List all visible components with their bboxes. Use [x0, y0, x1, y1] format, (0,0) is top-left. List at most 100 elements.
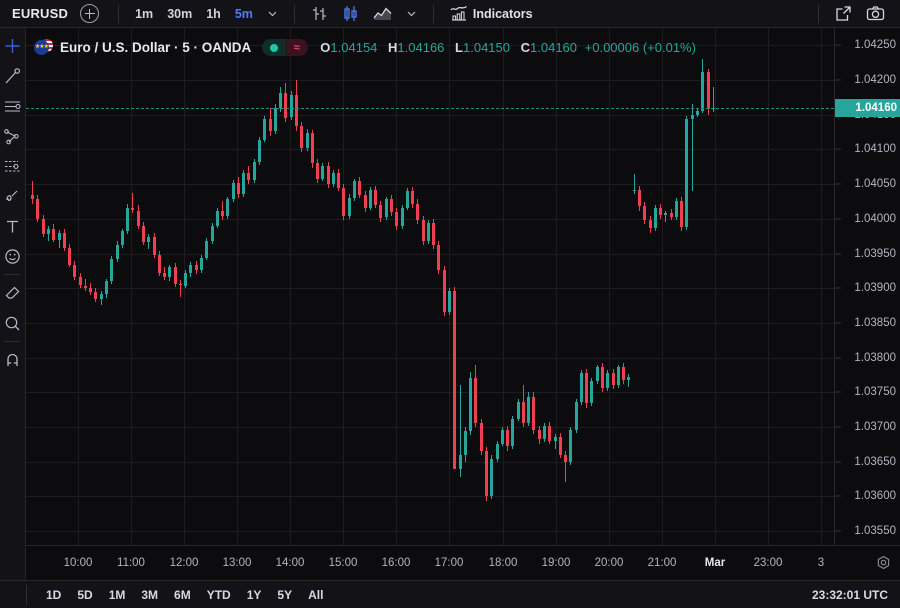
- range-button-all[interactable]: All: [308, 587, 324, 602]
- range-button-ytd[interactable]: YTD: [206, 587, 231, 602]
- grid-line-vertical: [131, 28, 132, 545]
- range-button-1m[interactable]: 1M: [108, 587, 126, 602]
- pitchfork-icon[interactable]: [0, 121, 26, 151]
- chart-legend: ★★★ Euro / U.S. Dollar · 5 · OANDA ≈ O1.…: [34, 38, 696, 57]
- time-tick-label: 14:00: [275, 557, 305, 569]
- grid-line-horizontal: [26, 322, 834, 324]
- grid-line-vertical: [503, 28, 504, 545]
- time-tick-label: 11:00: [117, 557, 145, 569]
- time-tick-label: Mar: [704, 557, 726, 569]
- add-symbol-icon[interactable]: [80, 4, 100, 23]
- candlestick-icon[interactable]: [335, 5, 366, 22]
- price-axis[interactable]: 1.042501.042001.041501.041001.040501.040…: [834, 28, 900, 580]
- camera-icon[interactable]: [859, 5, 892, 22]
- text-icon[interactable]: [0, 211, 26, 241]
- sidebar-divider: [4, 341, 21, 342]
- timeframe-1h[interactable]: 1h: [206, 6, 221, 21]
- chart-container[interactable]: ★★★ Euro / U.S. Dollar · 5 · OANDA ≈ O1.…: [26, 28, 900, 580]
- measure-icon[interactable]: [0, 308, 26, 338]
- candlestick-pane[interactable]: [26, 28, 834, 545]
- indicators-label: Indicators: [472, 6, 533, 21]
- toolbar-divider: [118, 4, 120, 23]
- grid-line-horizontal: [26, 496, 834, 498]
- chevron-down-icon[interactable]: [260, 8, 285, 19]
- chart-type-chevron-down-icon[interactable]: [399, 8, 424, 19]
- sidebar-divider: [4, 274, 21, 275]
- price-tick-label: 1.03750: [854, 386, 896, 399]
- top-toolbar: EURUSD 1m 30m 1h 5m: [0, 0, 900, 28]
- current-price-badge[interactable]: 1.04160: [835, 98, 900, 117]
- toolbar-divider: [432, 4, 434, 23]
- eraser-icon[interactable]: [0, 278, 26, 308]
- time-axis[interactable]: 10:00 11:00 12:00 13:00 14:00 15:00 16:00 17:00…: [26, 545, 900, 580]
- price-tick-dash: [835, 530, 841, 532]
- magnet-icon[interactable]: [0, 345, 26, 375]
- price-tick-label: 1.03850: [854, 316, 896, 329]
- grid-line-horizontal: [26, 149, 834, 151]
- range-button-5d[interactable]: 5D: [77, 587, 93, 602]
- price-tick-label: 1.04250: [854, 39, 896, 52]
- grid-line-horizontal: [26, 80, 834, 81]
- toolbar-divider: [818, 4, 819, 23]
- low-label: L: [455, 40, 463, 55]
- grid-line-horizontal: [26, 253, 834, 255]
- grid-line-vertical: [343, 28, 344, 545]
- price-tick-dash: [835, 183, 841, 185]
- range-button-5y[interactable]: 5Y: [277, 587, 293, 602]
- time-tick-label: 23:00: [753, 557, 783, 569]
- time-tick-label: 19:00: [541, 557, 571, 569]
- emoji-icon[interactable]: [0, 241, 26, 271]
- price-tick-dash: [835, 287, 841, 289]
- grid-line-horizontal: [26, 392, 834, 394]
- price-tick-dash: [835, 322, 841, 324]
- time-tick-label: 15:00: [328, 557, 358, 569]
- grid-line-horizontal: [26, 218, 834, 220]
- price-tick-label: 1.03600: [854, 490, 896, 503]
- price-tick-dash: [835, 357, 841, 359]
- area-icon[interactable]: [366, 5, 399, 22]
- grid-line-vertical: [715, 28, 716, 545]
- price-tick-dash: [835, 426, 841, 428]
- symbol-button[interactable]: EURUSD: [12, 6, 69, 21]
- open-value: 1.04154: [330, 40, 378, 55]
- brush-icon[interactable]: [0, 181, 26, 211]
- high-value: 1.04166: [397, 40, 445, 55]
- price-tick-label: 1.03700: [854, 421, 896, 433]
- range-button-6m[interactable]: 6M: [174, 587, 191, 602]
- grid-line-vertical: [396, 28, 397, 545]
- external-link-icon[interactable]: [828, 5, 859, 22]
- range-button-1d[interactable]: 1D: [46, 587, 62, 602]
- cross-cursor-icon[interactable]: [0, 31, 26, 61]
- time-tick-label: 16:00: [381, 557, 411, 569]
- timeframe-1m[interactable]: 1m: [135, 6, 154, 21]
- horizontal-ray-icon[interactable]: [0, 91, 26, 121]
- grid-line-vertical: [821, 28, 822, 545]
- range-button-1y[interactable]: 1Y: [246, 587, 262, 602]
- realtime-badge: ≈: [285, 39, 309, 56]
- long-position-icon[interactable]: [0, 151, 26, 181]
- bars-icon[interactable]: [304, 5, 335, 22]
- timeframe-30m[interactable]: 30m: [167, 6, 193, 21]
- trend-line-icon[interactable]: [0, 61, 26, 91]
- price-tick-label: 1.04100: [854, 143, 896, 156]
- price-tick-dash: [835, 253, 841, 254]
- clock-settings-icon[interactable]: [875, 555, 892, 572]
- timeframe-5m[interactable]: 5m: [234, 6, 253, 21]
- bottom-bar: 1D 5D 1M 3M 6M YTD 1Y 5Y All 23:32:01 UTC: [0, 580, 900, 608]
- high-label: H: [388, 40, 398, 55]
- grid-line-horizontal: [26, 531, 834, 533]
- range-button-3m[interactable]: 3M: [141, 587, 159, 602]
- status-badge[interactable]: ≈: [262, 39, 309, 56]
- grid-line-horizontal: [26, 427, 834, 428]
- indicators-button[interactable]: Indicators: [443, 5, 533, 22]
- time-tick-label: 17:00: [434, 557, 464, 569]
- price-tick-label: 1.03800: [854, 351, 896, 364]
- eurusd-flag-icon: ★★★: [34, 38, 53, 57]
- clock-label[interactable]: 23:32:01 UTC: [811, 587, 888, 602]
- price-tick-dash: [835, 79, 841, 81]
- grid-line-horizontal: [26, 357, 834, 359]
- price-tick-dash: [835, 44, 841, 46]
- grid-line-horizontal: [26, 288, 834, 290]
- legend-title[interactable]: Euro / U.S. Dollar · 5 · OANDA: [60, 40, 252, 55]
